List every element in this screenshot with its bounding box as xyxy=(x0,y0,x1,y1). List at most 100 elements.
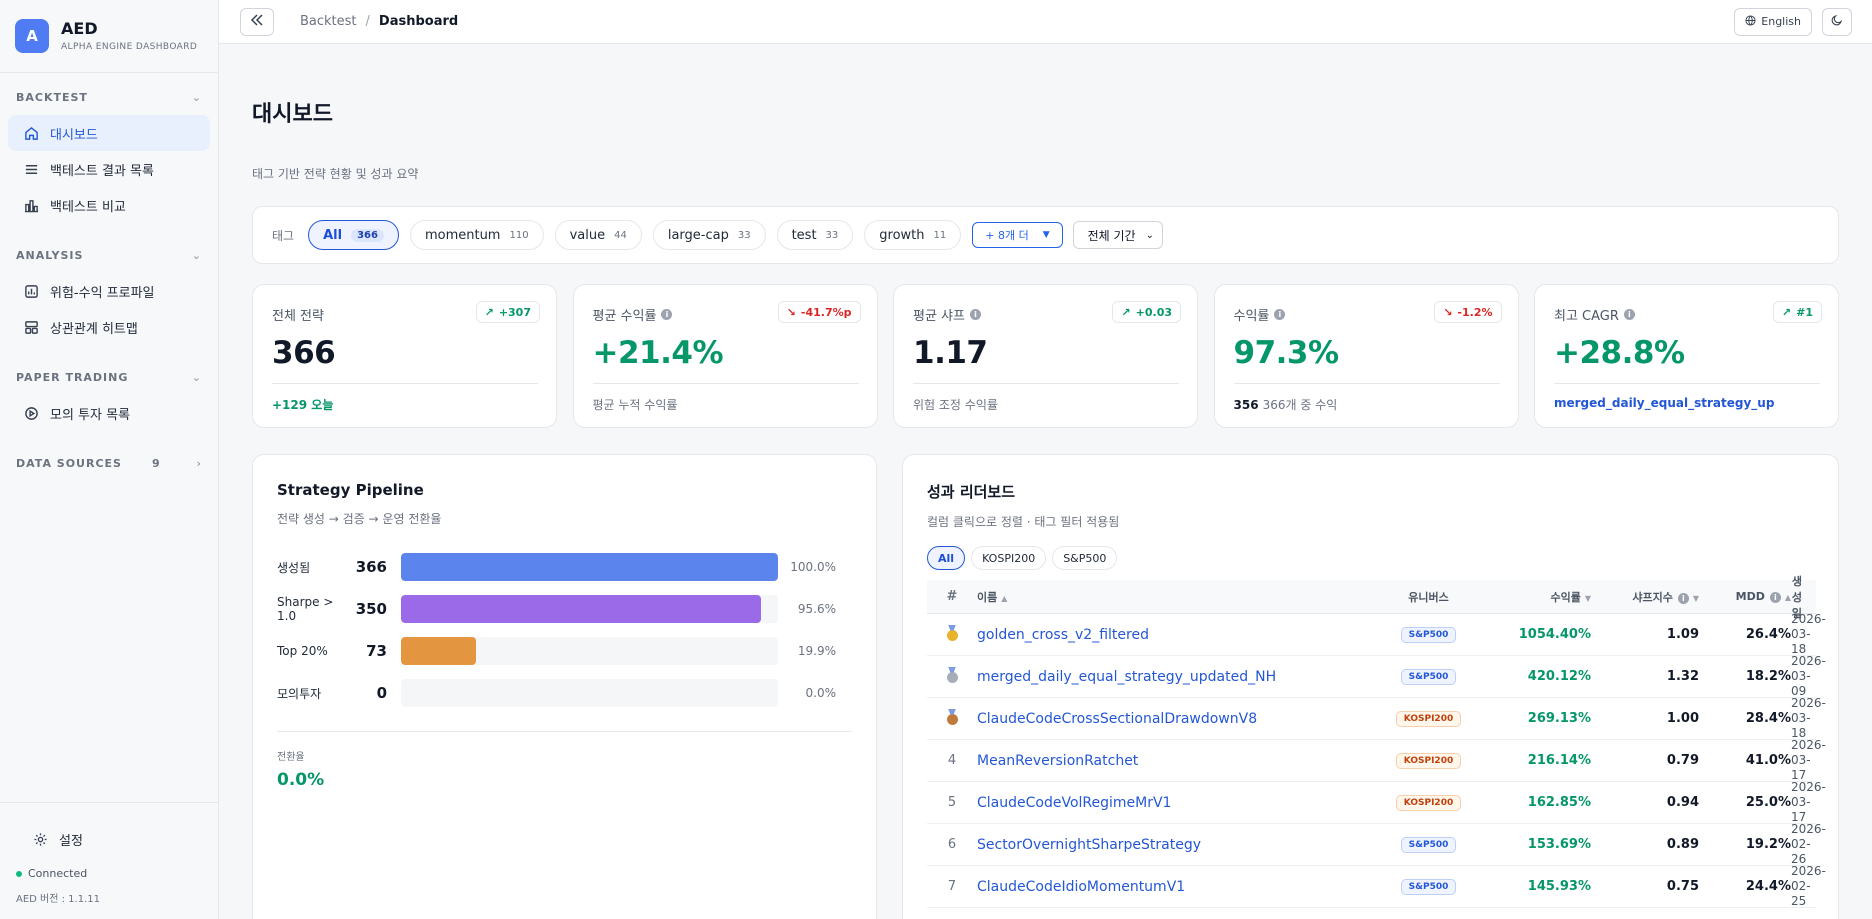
table-row[interactable]: golden_cross_v2_filtered S&P500 1054.40% 1.… xyxy=(927,612,1826,656)
settings-button[interactable]: 설정 xyxy=(0,821,218,857)
settings-label: 설정 xyxy=(59,833,83,849)
card-subtitle: 전략 생성 → 검증 → 운영 전환율 xyxy=(277,512,442,526)
tag-filter-bar: 태그 All 366 momentum 110 value 44 large-c… xyxy=(252,206,1839,264)
stat-foot: 356 366개 중 수익 xyxy=(1234,396,1500,413)
strategy-link[interactable]: MeanReversionRatchet xyxy=(977,752,1139,769)
strategy-link[interactable]: SectorOvernightSharpeStrategy xyxy=(977,836,1202,853)
stat-label: 평균 수익률 xyxy=(592,309,657,324)
universe-badge: S&P500 xyxy=(1400,879,1457,895)
tag-chip-value[interactable]: value 44 xyxy=(554,220,642,250)
section-data-sources[interactable]: DATA SOURCES 9 › xyxy=(0,449,218,477)
info-icon[interactable]: i xyxy=(1769,592,1781,603)
chevrons-left-icon xyxy=(250,13,264,30)
table-row[interactable]: ClaudeCodeCrossSectionalDrawdownV8 KOSPI2… xyxy=(927,696,1826,740)
play-circle-icon xyxy=(23,405,39,421)
gear-icon xyxy=(32,831,48,847)
pipeline-bar-track xyxy=(401,595,778,623)
stat-total-strategies: 전체 전략 ↗ +307 366 +129 오늘 xyxy=(252,284,557,428)
brand[interactable]: A AED ALPHA ENGINE DASHBOARD xyxy=(0,0,218,72)
mdd-value: 18.2% xyxy=(1745,669,1791,684)
strategy-link[interactable]: ClaudeCodeIdioMomentumV1 xyxy=(977,878,1186,895)
stat-badge: ↗ #1 xyxy=(1772,301,1822,323)
universe-badge: KOSPI200 xyxy=(1395,753,1462,769)
mdd-value: 24.4% xyxy=(1745,879,1791,894)
strategy-link[interactable]: golden_cross_v2_filtered xyxy=(977,626,1149,643)
table-row[interactable]: 5 ClaudeCodeVolRegimeMrV1 KOSPI200 162.85% 0… xyxy=(927,780,1826,824)
best-strategy-link[interactable]: merged_daily_equal_strategy_up xyxy=(1554,396,1775,410)
theme-toggle-button[interactable] xyxy=(1822,7,1852,36)
tag-chip-momentum[interactable]: momentum 110 xyxy=(409,220,544,250)
section-paper-trading[interactable]: PAPER TRADING ⌄ xyxy=(0,363,218,391)
table-row[interactable]: merged_daily_equal_strategy_updated_NH S&… xyxy=(927,654,1826,698)
sort-desc-icon: ▼ xyxy=(1692,593,1699,603)
col-return[interactable]: 수익률 ▼ xyxy=(1490,589,1591,605)
section-analysis[interactable]: ANALYSIS ⌄ xyxy=(0,241,218,269)
section-backtest[interactable]: BACKTEST ⌄ xyxy=(0,83,218,111)
brand-logo: A xyxy=(15,19,49,53)
breadcrumb-backtest[interactable]: Backtest xyxy=(300,14,357,29)
table-row[interactable]: 7 ClaudeCodeIdioMomentumV1 S&P500 145.93% 0.… xyxy=(927,864,1826,908)
strategy-pipeline-card: Strategy Pipeline 전략 생성 → 검증 → 운영 전환율 생성… xyxy=(252,454,877,919)
col-sharpe[interactable]: 샤프지수 i ▼ xyxy=(1591,589,1699,605)
info-icon[interactable]: i xyxy=(1677,592,1689,604)
strategy-link[interactable]: ClaudeCodeCrossSectionalDrawdownV8 xyxy=(977,710,1258,727)
col-name[interactable]: 이름 ▲ xyxy=(977,589,1367,605)
sidebar-item-paper-list[interactable]: 모의 투자 목록 xyxy=(8,395,210,431)
badge-text: -41.7%p xyxy=(800,305,852,319)
pipeline-stage-value: 73 xyxy=(366,642,387,660)
bar-chart-icon xyxy=(23,197,39,213)
pipeline-stage-name: Sharpe > 1.0 xyxy=(277,595,334,623)
info-icon[interactable]: i xyxy=(661,309,673,320)
stat-win-rate: 수익률 i ↘ -1.2% 97.3% 356 366개 중 수익 xyxy=(1213,284,1519,428)
mdd-value: 41.0% xyxy=(1745,753,1791,768)
sidebar-item-dashboard[interactable]: 대시보드 xyxy=(8,115,210,151)
data-sources-count: 9 xyxy=(151,456,160,470)
sidebar-item-backtest-list[interactable]: 백테스트 결과 목록 xyxy=(8,151,210,187)
strategy-link[interactable]: merged_daily_equal_strategy_updated_NH xyxy=(977,668,1277,685)
collapse-sidebar-button[interactable] xyxy=(240,7,274,36)
tag-chip-growth[interactable]: growth 11 xyxy=(864,220,962,250)
period-select[interactable]: 전체 기간 ⌄ xyxy=(1072,221,1163,249)
home-icon xyxy=(23,125,39,141)
col-mdd[interactable]: MDD i ▲ xyxy=(1699,590,1791,603)
stat-foot: 평균 누적 수익률 xyxy=(592,398,678,412)
strategy-link[interactable]: ClaudeCodeVolRegimeMrV1 xyxy=(977,794,1172,811)
info-icon[interactable]: i xyxy=(1623,309,1635,320)
sidebar-item-correlation[interactable]: 상관관계 히트맵 xyxy=(8,309,210,345)
universe-tab-sp500[interactable]: S&P500 xyxy=(1052,546,1118,570)
pipeline-bar-fill xyxy=(401,637,477,665)
trend-up-icon: ↗ xyxy=(484,305,494,319)
rank-number: 4 xyxy=(947,753,957,768)
sidebar-item-backtest-compare[interactable]: 백테스트 비교 xyxy=(8,187,210,223)
created-date: 2026-03-18 xyxy=(1791,696,1826,740)
tag-count: 366 xyxy=(351,228,384,242)
universe-tab-all[interactable]: All xyxy=(927,546,966,570)
language-button[interactable]: English xyxy=(1734,7,1812,36)
created-date: 2026-02-26 xyxy=(1791,822,1826,866)
table-row[interactable]: 4 MeanReversionRatchet KOSPI200 216.14% 0.79… xyxy=(927,738,1826,782)
pipeline-bar-fill xyxy=(401,595,762,623)
conversion-value: 0.0% xyxy=(277,770,325,790)
pipeline-stage-name: 생성됨 xyxy=(277,560,311,575)
info-icon[interactable]: i xyxy=(969,309,981,320)
return-value: 1054.40% xyxy=(1518,627,1591,642)
sharpe-value: 0.79 xyxy=(1666,753,1699,768)
list-icon xyxy=(23,161,39,177)
universe-tab-kospi200[interactable]: KOSPI200 xyxy=(971,546,1047,570)
tag-chip-all[interactable]: All 366 xyxy=(308,220,399,250)
created-date: 2026-03-17 xyxy=(1791,780,1826,824)
stat-foot: +129 오늘 xyxy=(272,398,334,412)
info-icon[interactable]: i xyxy=(1274,309,1286,320)
col-date[interactable]: 생성일 xyxy=(1791,574,1802,620)
badge-text: #1 xyxy=(1796,305,1813,319)
tag-chip-test[interactable]: test 33 xyxy=(776,220,854,250)
tag-count: 44 xyxy=(614,229,627,241)
more-tags-button[interactable]: + 8개 더 ▼ xyxy=(972,222,1063,248)
topbar: Backtest / Dashboard English xyxy=(219,0,1872,44)
sidebar-item-risk-return[interactable]: 위험-수익 프로파일 xyxy=(8,273,210,309)
table-row[interactable]: 6 SectorOvernightSharpeStrategy S&P500 153.… xyxy=(927,822,1826,866)
col-universe[interactable]: 유니버스 xyxy=(1408,590,1449,604)
chevron-down-icon: ⌄ xyxy=(191,90,202,104)
tag-chip-large-cap[interactable]: large-cap 33 xyxy=(652,220,766,250)
pipeline-bar-track xyxy=(401,553,778,581)
